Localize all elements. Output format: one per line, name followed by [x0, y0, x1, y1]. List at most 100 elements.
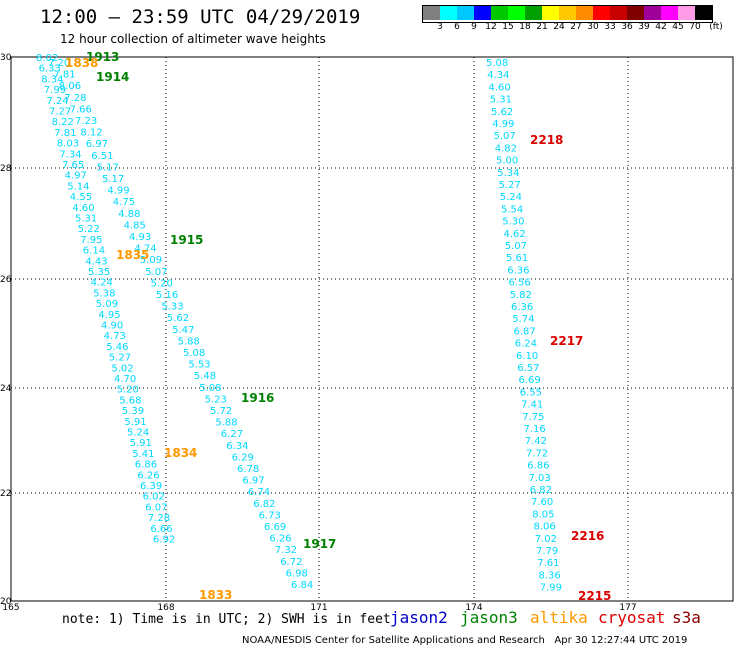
swh-value: 5.62: [167, 313, 189, 324]
swh-value: 5.08: [199, 383, 221, 394]
swh-value: 6.82: [253, 499, 275, 510]
swh-value: 5.38: [93, 288, 115, 299]
swh-value: 6.66: [150, 524, 172, 535]
swh-value: 4.99: [492, 119, 514, 130]
swh-value: 8.06: [534, 522, 556, 533]
swh-value: 4.60: [72, 203, 94, 214]
swh-value: 5.46: [106, 342, 128, 353]
pass-time-label: 1913: [86, 50, 119, 64]
swh-value: 6.57: [517, 363, 539, 374]
pass-time-label: 2216: [571, 529, 604, 543]
swh-value: 7.81: [54, 128, 76, 139]
swh-value: 5.02: [111, 363, 133, 374]
swh-value: 4.24: [91, 278, 113, 289]
swh-value: 5.91: [124, 417, 146, 428]
longitude-tick-label: 168: [157, 603, 174, 610]
swh-value: 8.06: [59, 81, 81, 92]
scale-label: 24: [553, 22, 565, 32]
swh-value: 7.28: [64, 93, 86, 104]
swh-value: 7.72: [526, 448, 548, 459]
swh-value: 6.27: [221, 429, 243, 440]
longitude-tick-label: 171: [310, 603, 327, 610]
swh-value: 6.86: [527, 461, 549, 472]
swh-value: 5.41: [132, 449, 154, 460]
swh-value: 4.88: [118, 209, 140, 220]
swh-value: 5.31: [490, 95, 512, 106]
wave-height-map: 165 168 171 174 1773028262422208.026.338.347…: [0, 50, 734, 610]
swh-value: 6.56: [509, 278, 531, 289]
swh-value: 4.55: [70, 192, 92, 203]
swh-value: 8.03: [57, 139, 79, 150]
scale-swatch: [491, 6, 508, 20]
swh-value: 7.24: [46, 96, 68, 107]
latitude-tick-label: 22: [0, 489, 11, 499]
scale-swatch: [576, 6, 593, 20]
swh-value: 6.33: [39, 64, 61, 75]
swh-value: 6.87: [514, 326, 536, 337]
swh-value: 6.84: [291, 580, 313, 591]
latitude-tick-label: 30: [0, 53, 12, 63]
swh-value: 7.28: [148, 513, 170, 524]
pass-time-label: 1833: [199, 588, 232, 602]
swh-value: 7.95: [80, 235, 102, 246]
color-scale-bar: [422, 5, 713, 23]
scale-swatch: [593, 6, 610, 20]
scale-swatch: [508, 6, 525, 20]
legend-item-s3a: s3a: [672, 608, 701, 627]
scale-label: 27: [570, 22, 582, 32]
longitude-tick-label: 177: [619, 603, 636, 610]
swh-value: 6.24: [515, 339, 537, 350]
swh-value: 6.82: [530, 485, 552, 496]
legend-item-cryosat: cryosat: [598, 608, 666, 627]
scale-swatch: [542, 6, 559, 20]
pass-time-label: 1914: [96, 70, 129, 84]
swh-value: 6.26: [269, 534, 291, 545]
pass-time-label: 1915: [170, 233, 203, 247]
swh-value: 5.16: [156, 290, 178, 301]
swh-value: 5.08: [486, 58, 508, 69]
scale-swatch: [525, 6, 542, 20]
scale-label: 12: [485, 22, 497, 32]
scale-label: 30: [587, 22, 599, 32]
swh-value: 6.74: [248, 487, 270, 498]
swh-value: 5.33: [161, 302, 183, 313]
swh-value: 6.73: [259, 510, 281, 521]
swh-value: 6.26: [137, 470, 159, 481]
legend-item-jason2: jason2: [390, 608, 448, 627]
swh-value: 5.61: [506, 253, 528, 264]
latitude-tick-label: 26: [0, 275, 12, 285]
latitude-tick-label: 20: [0, 597, 12, 607]
pass-time-label: 1838: [65, 56, 98, 70]
swh-value: 7.42: [525, 436, 547, 447]
scale-label: 33: [604, 22, 616, 32]
scale-swatch: [678, 6, 695, 20]
swh-value: 6.34: [226, 441, 248, 452]
pass-time-label: 1835: [116, 248, 149, 262]
swh-value: 5.62: [491, 107, 513, 118]
scale-swatch: [457, 6, 474, 20]
swh-value: 5.07: [494, 131, 516, 142]
scale-swatch: [559, 6, 576, 20]
swh-value: 5.22: [78, 224, 100, 235]
swh-value: 7.02: [535, 534, 557, 545]
swh-value: 5.88: [178, 336, 200, 347]
swh-value: 5.20: [117, 385, 139, 396]
swh-value: 5.74: [512, 314, 534, 325]
swh-value: 7.99: [540, 583, 562, 594]
scale-label: 15: [502, 22, 514, 32]
swh-value: 6.78: [237, 464, 259, 475]
pass-time-label: 1917: [303, 537, 336, 551]
swh-value: 6.86: [135, 460, 157, 471]
swh-value: 4.99: [107, 186, 129, 197]
swh-value: 5.53: [188, 360, 210, 371]
swh-value: 4.75: [113, 197, 135, 208]
pass-time-label: 2218: [530, 133, 563, 147]
swh-value: 7.03: [529, 473, 551, 484]
swh-value: 6.02: [143, 492, 165, 503]
swh-value: 4.43: [85, 256, 107, 267]
scale-label: 36: [621, 22, 633, 32]
footer-credit: NOAA/NESDIS Center for Satellite Applica…: [242, 635, 688, 646]
swh-value: 8.02: [36, 53, 58, 64]
swh-value: 5.39: [122, 406, 144, 417]
swh-value: 5.72: [210, 406, 232, 417]
